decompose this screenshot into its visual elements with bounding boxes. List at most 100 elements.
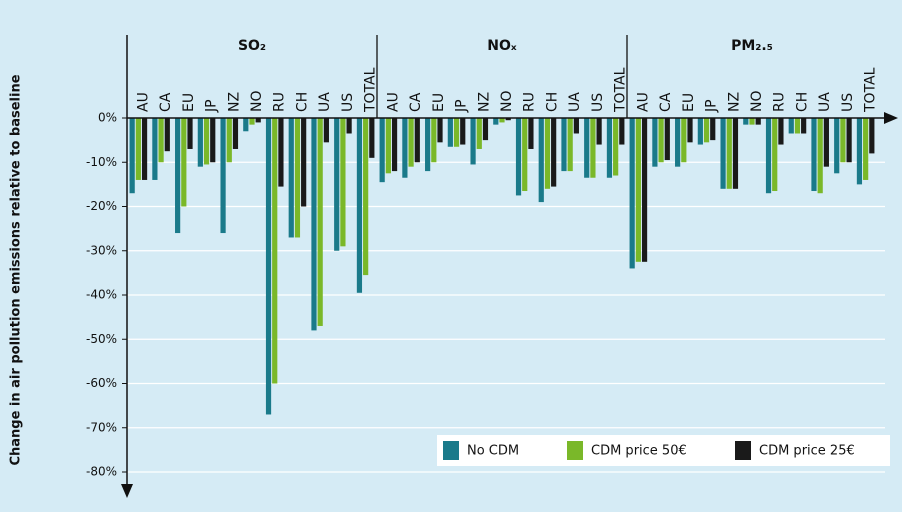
y-tick-label: -40%: [86, 288, 117, 302]
bar: [755, 118, 761, 125]
bar: [515, 118, 522, 196]
legend-swatch: [735, 441, 751, 460]
bar: [453, 118, 460, 147]
y-tick-label: -60%: [86, 376, 117, 390]
bar: [834, 118, 840, 174]
category-label: CH: [544, 92, 560, 112]
bar: [255, 118, 261, 123]
category-label: CA: [158, 92, 174, 112]
bar: [869, 118, 875, 154]
category-label: EU: [681, 93, 697, 112]
bar: [801, 118, 807, 134]
category-label: RU: [272, 92, 288, 112]
x-axis-arrow: [884, 112, 898, 124]
bar: [210, 118, 216, 163]
y-tick-label: -50%: [86, 332, 117, 346]
bar: [391, 118, 398, 172]
category-label: NZ: [726, 92, 742, 112]
bar: [538, 118, 544, 203]
bar: [141, 118, 148, 180]
bar: [402, 118, 408, 178]
legend-box: [437, 435, 890, 466]
legend-label: CDM price 25€: [759, 444, 855, 459]
bar: [135, 118, 141, 180]
bar: [772, 118, 778, 192]
category-label: NZ: [226, 92, 242, 112]
bar: [567, 118, 573, 172]
bar: [379, 118, 385, 183]
legend-label: CDM price 50€: [591, 444, 687, 459]
y-tick-label: 0%: [98, 111, 117, 125]
bar: [175, 118, 181, 234]
bar: [778, 118, 784, 145]
bar: [425, 118, 431, 172]
category-label: NO: [499, 91, 515, 113]
legend-label: No CDM: [467, 444, 519, 459]
bar: [652, 118, 658, 167]
category-label: UA: [317, 92, 333, 112]
bar: [265, 118, 272, 415]
bar: [596, 118, 602, 145]
bar: [164, 118, 170, 152]
category-label: CH: [794, 92, 810, 112]
y-axis-arrow: [121, 484, 133, 498]
bar: [249, 118, 255, 125]
bar: [197, 118, 203, 167]
bar: [629, 118, 635, 269]
bar: [460, 118, 466, 145]
category-label: NO: [749, 91, 765, 113]
bar: [697, 118, 703, 145]
category-label: RU: [522, 92, 538, 112]
category-label: AU: [135, 92, 151, 112]
category-label: JP: [204, 99, 220, 113]
bar: [408, 118, 414, 167]
bar: [340, 118, 346, 247]
bar: [129, 118, 135, 194]
bar: [187, 118, 193, 149]
bar: [437, 118, 443, 143]
bar: [278, 118, 284, 187]
y-tick-label: -70%: [86, 420, 117, 434]
bar: [584, 118, 590, 178]
bar: [294, 118, 301, 238]
bar: [743, 118, 749, 125]
bar: [811, 118, 817, 192]
bar: [561, 118, 567, 172]
y-tick-label: -10%: [86, 155, 117, 169]
bar: [846, 118, 852, 163]
category-label: CA: [658, 92, 674, 112]
bar: [863, 118, 869, 180]
bar: [710, 118, 716, 141]
bar: [346, 118, 352, 134]
bar: [158, 118, 164, 163]
bar: [823, 118, 829, 167]
bar: [613, 118, 619, 176]
legend-swatch: [443, 441, 459, 460]
bar: [687, 118, 693, 143]
bar: [385, 118, 391, 174]
bar: [243, 118, 249, 132]
category-label: EU: [181, 93, 197, 112]
bar: [317, 118, 323, 326]
bar: [311, 118, 317, 331]
bar: [658, 118, 664, 163]
category-label: UA: [567, 92, 583, 112]
bar: [181, 118, 187, 207]
category-label: AU: [635, 92, 651, 112]
bar: [573, 118, 579, 134]
bar: [334, 118, 340, 251]
bar: [232, 118, 239, 149]
bar: [203, 118, 210, 165]
bar: [288, 118, 294, 238]
bar: [272, 118, 278, 384]
bar: [817, 118, 823, 194]
y-axis-title: Change in air pollution emissions relati…: [9, 74, 24, 465]
bar: [431, 118, 437, 163]
bar: [356, 118, 363, 293]
panel-title: SO₂: [238, 38, 266, 54]
y-tick-label: -20%: [86, 199, 117, 213]
category-label: RU: [772, 92, 788, 112]
bar: [470, 118, 476, 165]
category-label: AU: [385, 92, 401, 112]
